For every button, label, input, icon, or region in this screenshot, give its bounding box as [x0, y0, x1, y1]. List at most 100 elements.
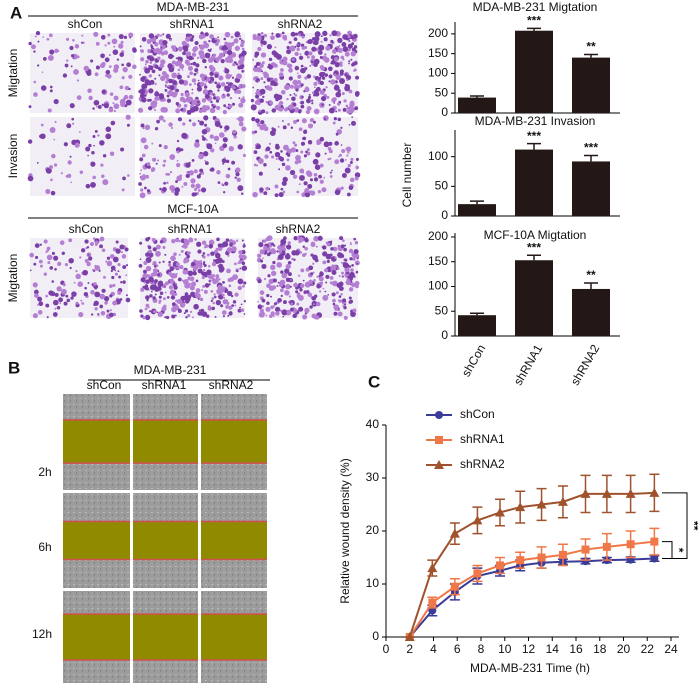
cell	[138, 107, 144, 113]
cell	[318, 76, 322, 80]
chart-title: MDA-MB-231 Migtation	[473, 0, 598, 14]
cell	[69, 45, 74, 51]
cell	[187, 270, 194, 277]
cell	[263, 277, 267, 281]
cell	[210, 100, 213, 104]
cell	[293, 258, 296, 261]
cell	[224, 67, 226, 69]
cell	[208, 64, 214, 70]
cell	[97, 314, 100, 317]
cell	[125, 114, 131, 120]
cell	[34, 35, 37, 38]
cell	[208, 39, 211, 43]
marker	[473, 569, 482, 578]
cell	[319, 179, 324, 184]
cell	[211, 261, 217, 267]
cell	[140, 57, 145, 62]
wound-gap	[201, 521, 267, 560]
cell	[242, 100, 245, 102]
cell	[234, 45, 240, 51]
cell	[214, 81, 218, 85]
cell	[274, 104, 280, 111]
cell	[307, 123, 313, 129]
cell	[183, 181, 188, 186]
cell	[289, 169, 296, 176]
cell	[151, 142, 154, 145]
cell	[282, 315, 285, 318]
cell	[342, 107, 347, 112]
y-tick-label: 200	[428, 26, 448, 40]
cell	[342, 298, 347, 303]
cell	[328, 66, 333, 72]
cell	[150, 272, 155, 277]
cell	[204, 32, 209, 37]
cell	[101, 248, 106, 253]
cell	[275, 311, 280, 316]
cell	[351, 282, 356, 288]
cell	[69, 155, 72, 158]
cell	[237, 65, 242, 70]
cell	[323, 57, 330, 63]
cell	[83, 292, 89, 297]
cell	[275, 157, 278, 161]
cell	[164, 253, 167, 256]
cell	[199, 81, 205, 87]
cell	[319, 163, 324, 168]
marker	[650, 554, 659, 563]
cell	[51, 251, 55, 256]
cell	[178, 253, 181, 256]
cell	[191, 92, 194, 95]
cell	[190, 281, 197, 287]
cell	[270, 80, 276, 86]
cell	[188, 119, 192, 122]
cell	[226, 82, 229, 85]
cell	[330, 62, 333, 65]
cell	[306, 74, 312, 79]
cell	[259, 308, 264, 313]
cell	[112, 300, 118, 306]
cell	[226, 42, 233, 49]
cell	[27, 175, 34, 182]
cell	[353, 69, 356, 72]
cell	[145, 295, 150, 300]
cell	[274, 193, 279, 198]
cell	[344, 158, 347, 161]
cell	[49, 85, 53, 89]
cell	[101, 61, 106, 67]
cell	[253, 150, 258, 155]
cell	[238, 97, 241, 100]
cell	[229, 243, 233, 247]
cell	[59, 240, 65, 246]
cell	[340, 186, 344, 190]
cell	[285, 283, 291, 290]
cell	[313, 81, 318, 86]
cell	[114, 272, 118, 276]
series-line	[408, 557, 655, 638]
cell	[176, 159, 179, 162]
cell	[346, 154, 349, 157]
cell	[303, 181, 308, 186]
cell	[345, 146, 352, 152]
y-tick-label: 0	[441, 208, 448, 222]
cell	[279, 281, 284, 287]
cell	[203, 115, 209, 121]
cell	[185, 162, 191, 168]
cell	[341, 148, 346, 154]
cell	[313, 279, 316, 282]
cell	[65, 59, 69, 62]
x-tick-label: shRNA2	[568, 342, 603, 388]
cell	[66, 123, 72, 129]
cell	[149, 79, 155, 85]
cell	[174, 290, 177, 293]
cell	[87, 88, 92, 94]
cell	[68, 257, 74, 264]
cell	[235, 239, 239, 242]
cell	[107, 33, 111, 37]
cell	[225, 52, 227, 54]
cell	[89, 241, 95, 247]
cell	[333, 56, 339, 62]
cell	[304, 187, 310, 193]
cell	[140, 188, 144, 192]
cell	[222, 162, 225, 165]
cell	[227, 103, 230, 106]
